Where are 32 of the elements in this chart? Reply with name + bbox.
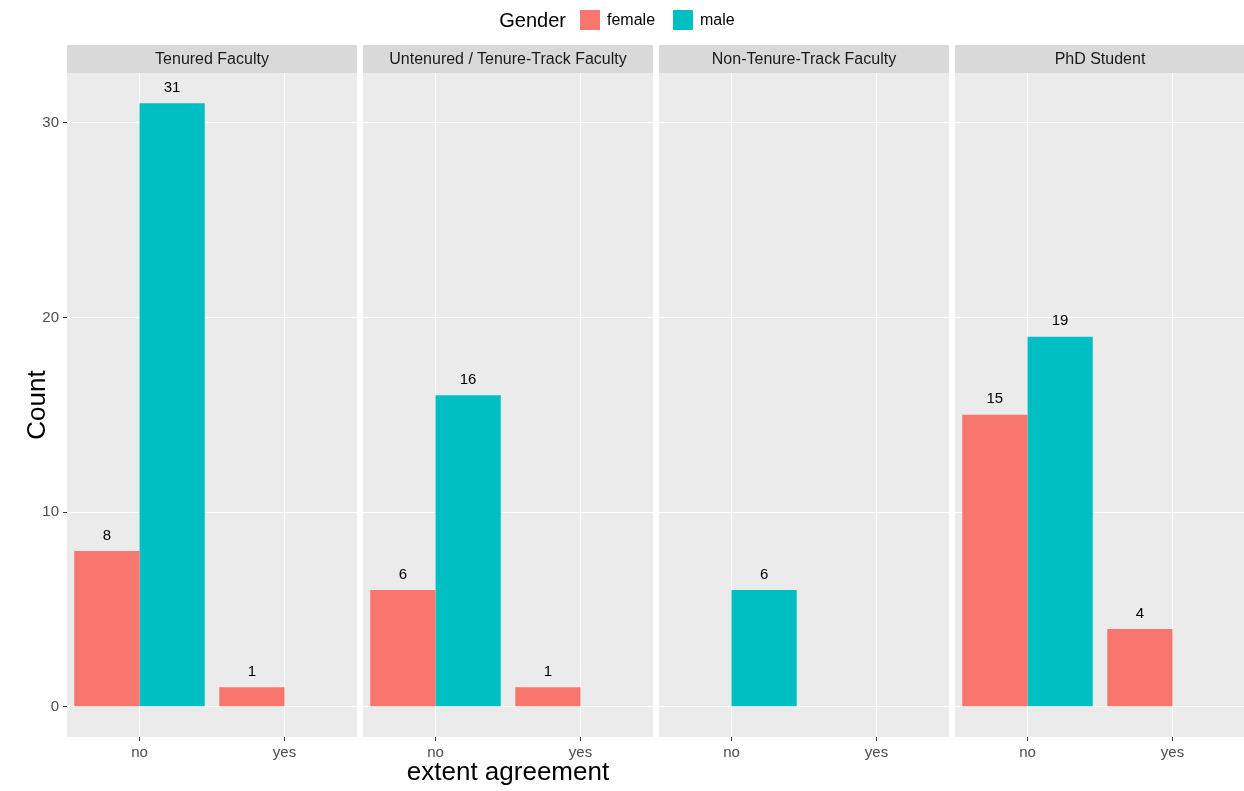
data-label: 1	[543, 661, 553, 679]
data-label: 6	[759, 564, 769, 582]
bar	[219, 687, 285, 707]
x-tick-label: yes	[864, 743, 889, 761]
y-tick-label: 10	[42, 502, 59, 520]
data-label: 31	[163, 77, 181, 95]
chart-title: Untenured / Tenure-Track Faculty	[363, 45, 653, 73]
x-tick-label: no	[723, 743, 740, 761]
x-tick-label: no	[427, 743, 444, 761]
x-tick-label: no	[131, 743, 148, 761]
data-label: 15	[986, 389, 1004, 407]
data-label: 6	[398, 564, 408, 582]
legend-label: male	[700, 11, 735, 29]
bar	[139, 103, 205, 707]
data-label: 16	[459, 369, 477, 387]
y-axis-title: Count	[20, 370, 52, 440]
y-tick-label: 20	[42, 307, 59, 325]
y-tick-label: 0	[50, 696, 59, 714]
data-label: 8	[102, 525, 112, 543]
bar	[74, 551, 140, 707]
data-label: 1	[247, 661, 257, 679]
x-tick-label: yes	[1160, 743, 1185, 761]
data-label: 4	[1135, 603, 1145, 621]
chart-title: Tenured Faculty	[67, 45, 357, 73]
x-tick-label: yes	[272, 743, 297, 761]
data-label: 19	[1051, 311, 1069, 329]
legend-title: Gender	[499, 8, 566, 32]
x-tick-label: no	[1019, 743, 1036, 761]
chart-title: PhD Student	[955, 45, 1244, 73]
legend-label: female	[607, 11, 656, 29]
y-tick-label: 30	[42, 112, 59, 130]
chart-title: Non-Tenure-Track Faculty	[659, 45, 949, 73]
